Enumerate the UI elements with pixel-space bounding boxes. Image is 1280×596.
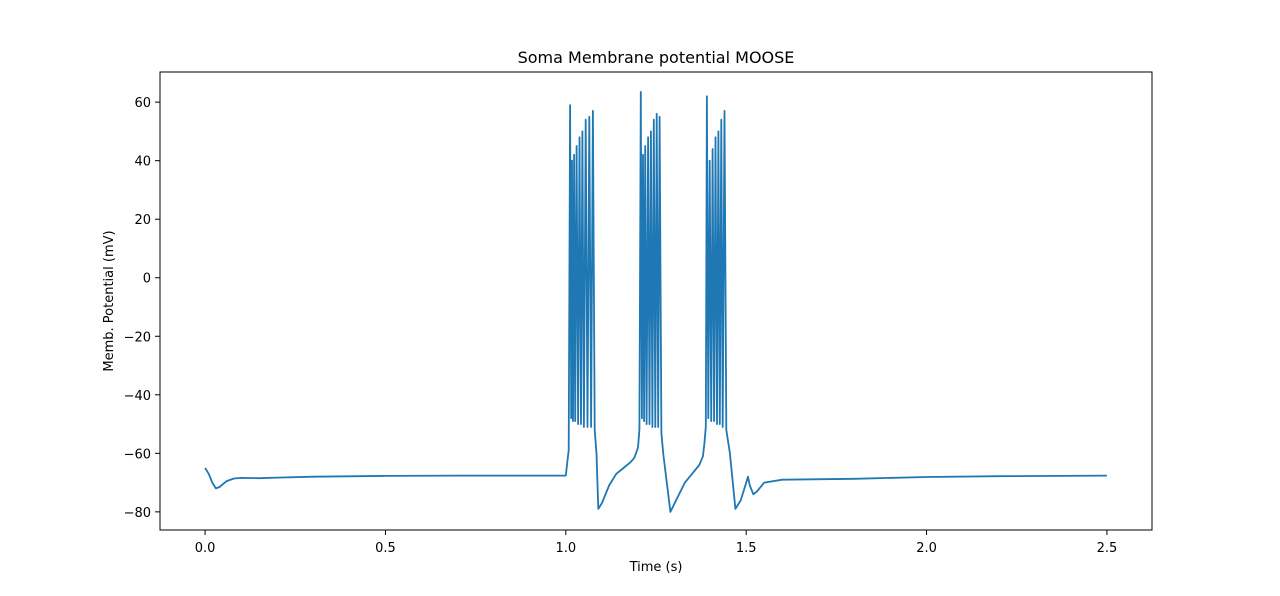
y-tick-label: −20 — [124, 330, 151, 345]
plot-frame — [159, 71, 1153, 531]
x-axis-label: Time (s) — [629, 560, 683, 575]
x-tick-label: 2.0 — [916, 541, 937, 556]
y-axis: 60 40 20 0 −20 −40 −60 −80 — [124, 96, 160, 521]
y-tick-label: 0 — [143, 272, 151, 287]
series-layer — [204, 91, 1107, 513]
x-tick-label: 1.0 — [555, 541, 576, 556]
y-tick-label: 40 — [134, 155, 151, 170]
y-tick-label: −60 — [124, 447, 151, 462]
y-tick-label: 60 — [134, 96, 151, 111]
series-line-0 — [204, 91, 1107, 513]
y-tick-label: 20 — [134, 213, 151, 228]
x-tick-label: 2.5 — [1097, 541, 1118, 556]
y-tick-label: −40 — [124, 389, 151, 404]
x-tick-label: 0.0 — [195, 541, 216, 556]
x-axis: 0.0 0.5 1.0 1.5 2.0 2.5 — [195, 530, 1118, 556]
x-tick-label: 1.5 — [736, 541, 757, 556]
y-tick-label: −80 — [124, 506, 151, 521]
x-tick-label: 0.5 — [375, 541, 396, 556]
y-axis-label: Memb. Potential (mV) — [102, 230, 117, 371]
chart-title: Soma Membrane potential MOOSE — [518, 48, 795, 67]
